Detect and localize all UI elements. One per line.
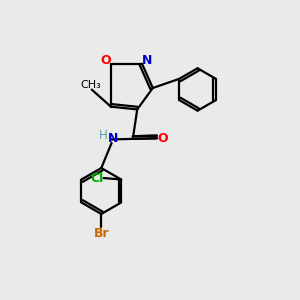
Text: H: H — [98, 129, 107, 142]
Text: Cl: Cl — [90, 172, 104, 184]
Text: N: N — [108, 132, 118, 146]
Text: N: N — [142, 54, 152, 67]
Text: O: O — [100, 54, 111, 67]
Text: O: O — [157, 132, 168, 145]
Text: Br: Br — [94, 226, 109, 240]
Text: CH₃: CH₃ — [80, 80, 101, 90]
